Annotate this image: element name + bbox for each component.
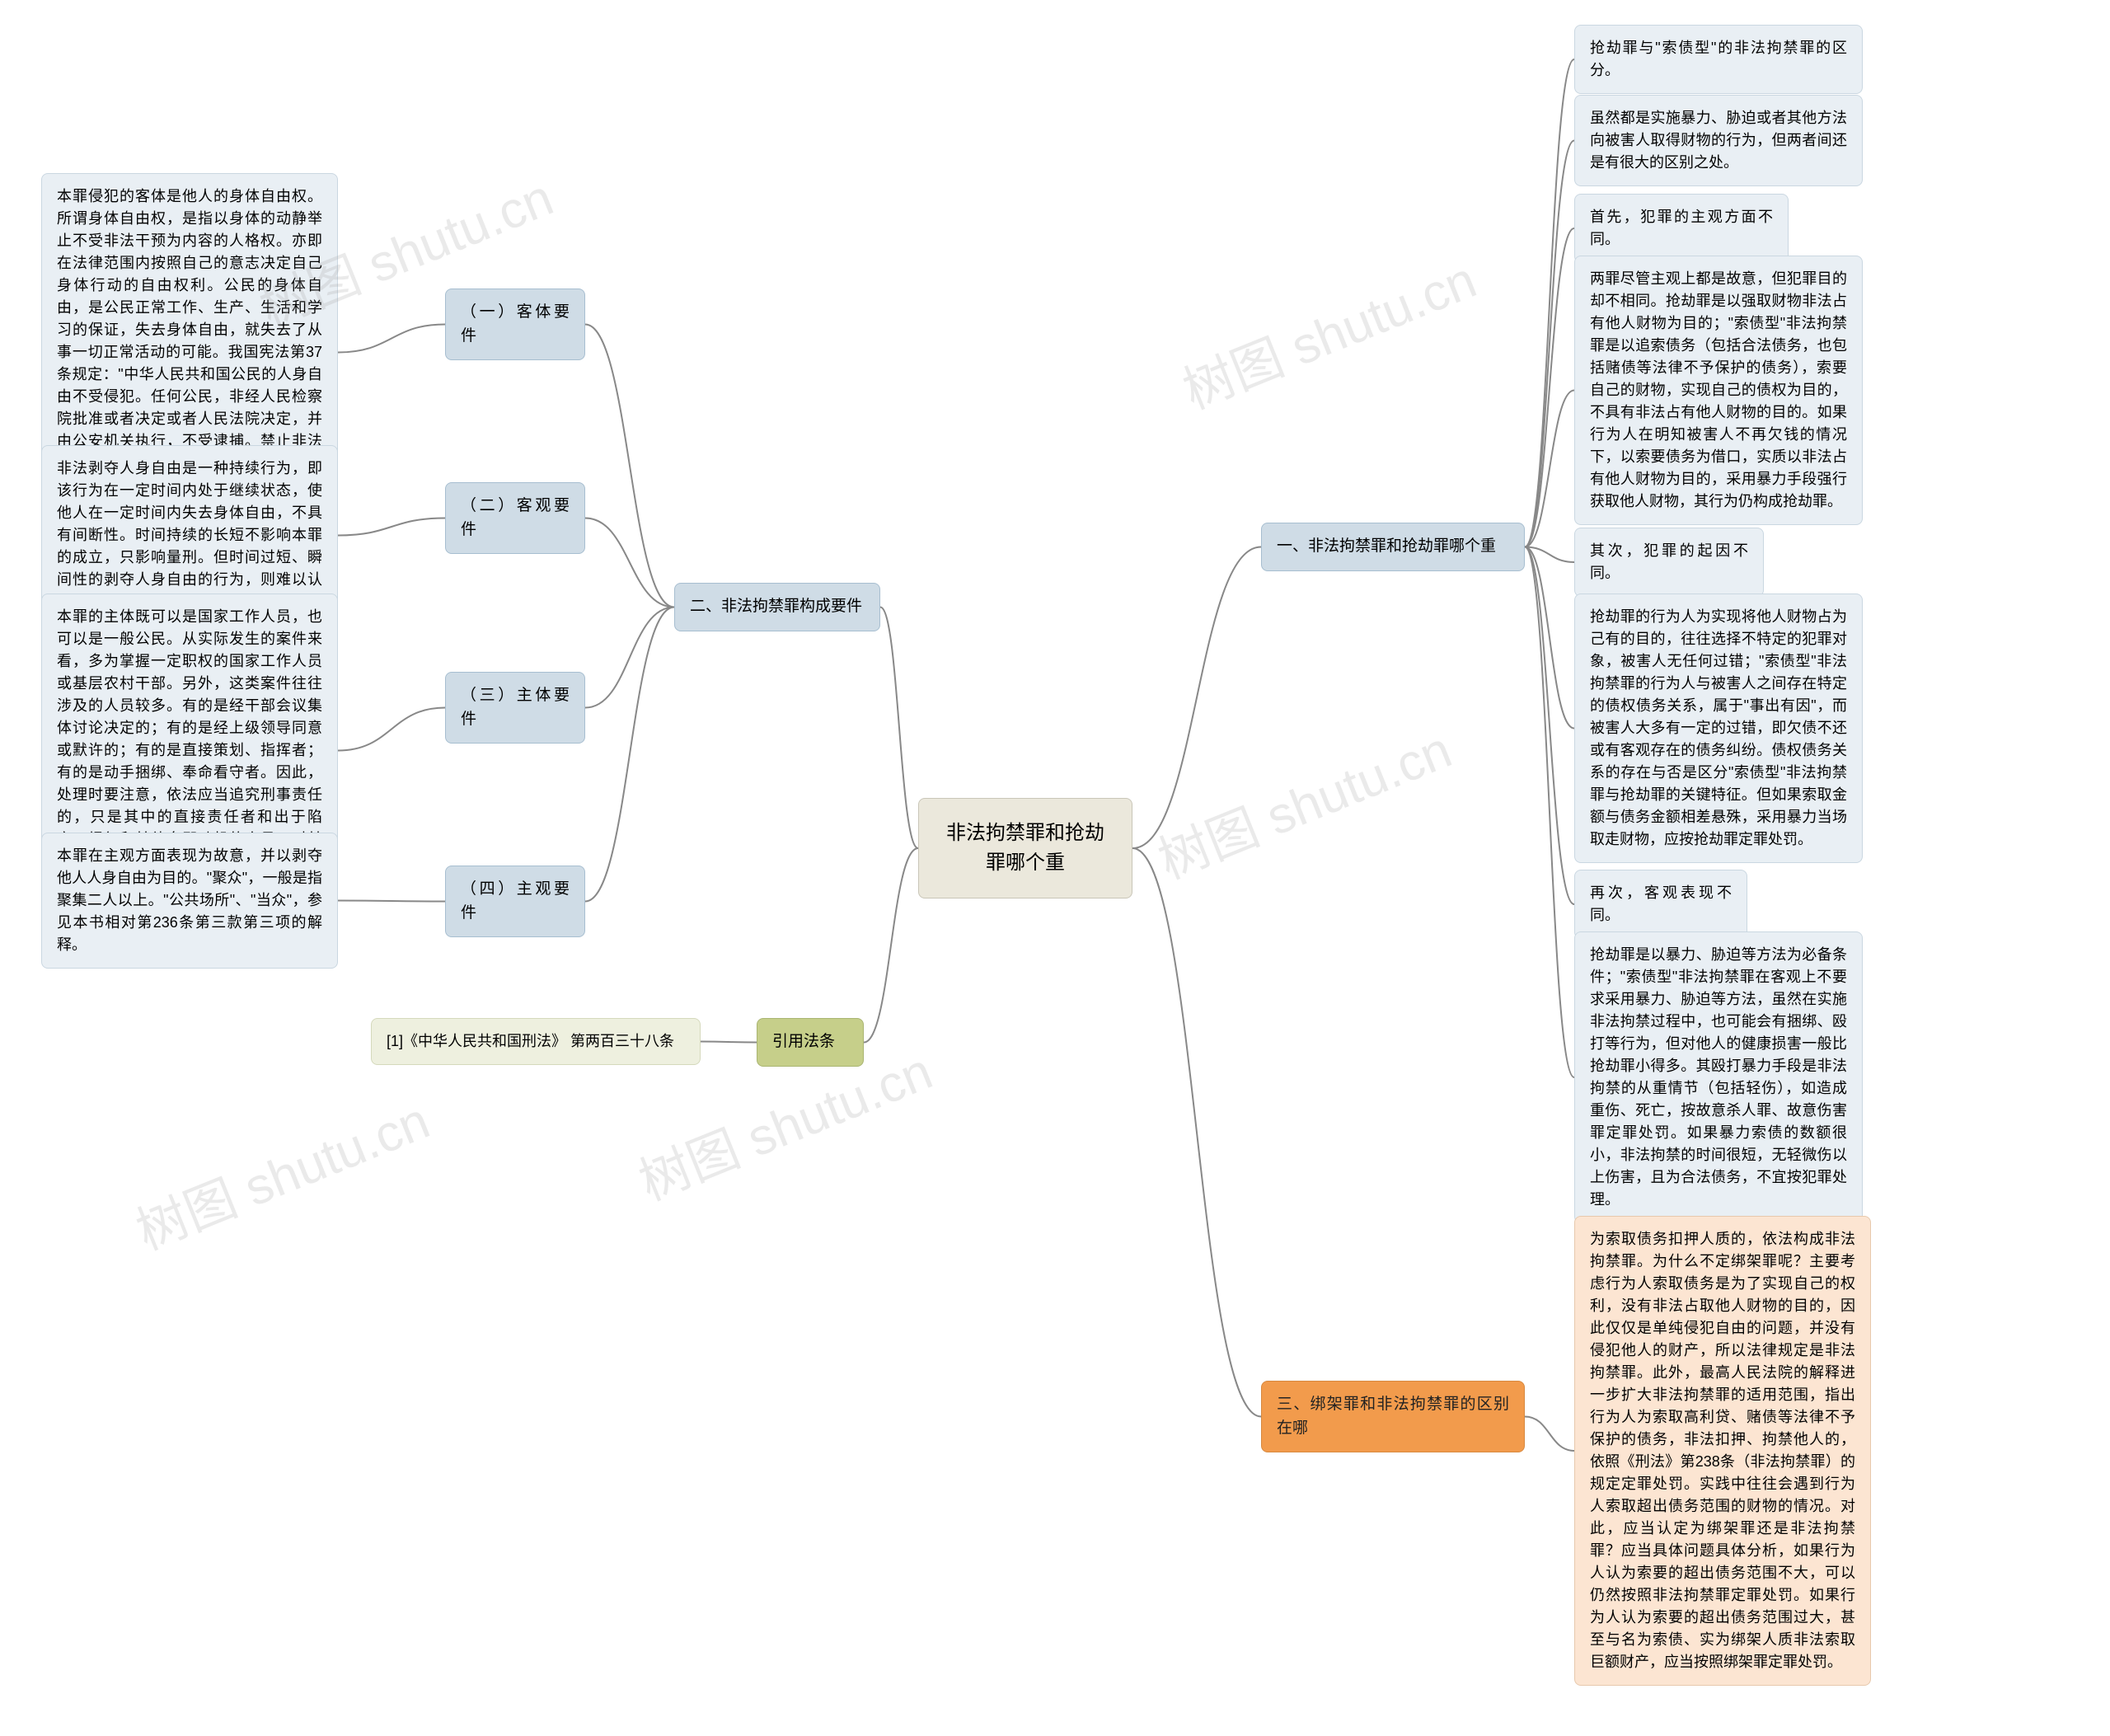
mindmap-node: 二、非法拘禁罪构成要件 (674, 583, 880, 631)
mindmap-node: 抢劫罪的行为人为实现将他人财物占为己有的目的，往往选择不特定的犯罪对象，被害人无… (1574, 594, 1863, 863)
mindmap-node: 引用法条 (757, 1018, 864, 1067)
mindmap-node: 抢劫罪与"索债型"的非法拘禁罪的区分。 (1574, 25, 1863, 94)
mindmap-node: 其次，犯罪的起因不同。 (1574, 528, 1764, 597)
mindmap-node: 再次，客观表现不同。 (1574, 870, 1747, 939)
mindmap-node: 一、非法拘禁罪和抢劫罪哪个重 (1261, 523, 1525, 571)
mindmap-node: 虽然都是实施暴力、胁迫或者其他方法向被害人取得财物的行为，但两者间还是有很大的区… (1574, 95, 1863, 186)
mindmap-node: 抢劫罪是以暴力、胁迫等方法为必备条件；"索债型"非法拘禁罪在客观上不要求采用暴力… (1574, 931, 1863, 1223)
mindmap-node: [1]《中华人民共和国刑法》 第两百三十八条 (371, 1018, 701, 1065)
mindmap-node: 本罪在主观方面表现为故意，并以剥夺他人人身自由为目的。"聚众"，一般是指聚集二人… (41, 833, 338, 969)
mindmap-node: （四）主观要件 (445, 866, 585, 937)
mindmap-node: 首先，犯罪的主观方面不同。 (1574, 194, 1789, 263)
mindmap-node: 三、绑架罪和非法拘禁罪的区别在哪 (1261, 1381, 1525, 1452)
mindmap-node: （二）客观要件 (445, 482, 585, 554)
center-node: 非法拘禁罪和抢劫罪哪个重 (918, 798, 1132, 898)
mindmap-node: 两罪尽管主观上都是故意，但犯罪目的却不相同。抢劫罪是以强取财物非法占有他人财物为… (1574, 256, 1863, 525)
mindmap-node: （三）主体要件 (445, 672, 585, 744)
mindmap-node: （一）客体要件 (445, 289, 585, 360)
mindmap-node: 为索取债务扣押人质的，依法构成非法拘禁罪。为什么不定绑架罪呢？主要考虑行为人索取… (1574, 1216, 1871, 1686)
